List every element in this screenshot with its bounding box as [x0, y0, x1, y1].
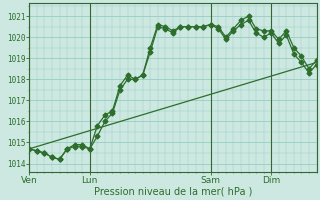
- X-axis label: Pression niveau de la mer( hPa ): Pression niveau de la mer( hPa ): [94, 187, 252, 197]
